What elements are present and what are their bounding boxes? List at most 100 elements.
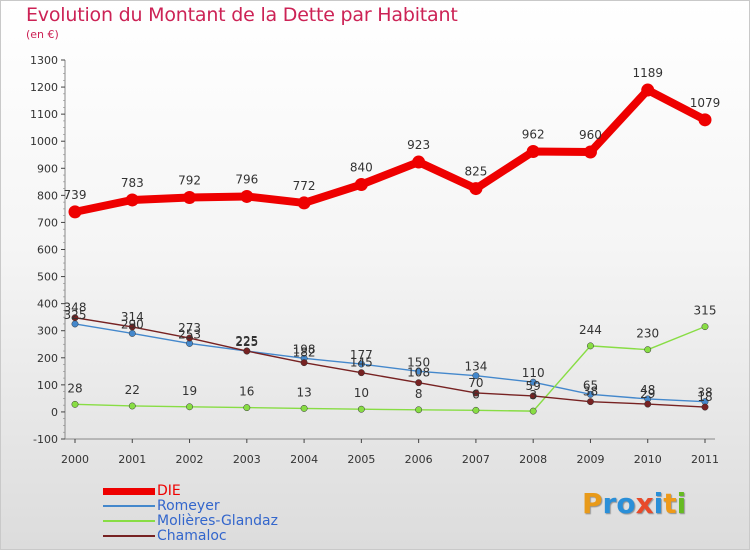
data-label: 134 bbox=[464, 360, 487, 374]
data-label: 16 bbox=[239, 385, 254, 399]
data-label: 348 bbox=[64, 301, 87, 315]
data-label: 108 bbox=[407, 366, 430, 380]
data-label: 38 bbox=[697, 386, 712, 400]
data-point bbox=[644, 400, 652, 408]
data-point bbox=[701, 323, 709, 331]
y-tick-label: 600 bbox=[37, 244, 58, 257]
x-tick-label: 2004 bbox=[290, 453, 318, 466]
data-label: 244 bbox=[579, 323, 602, 337]
data-point bbox=[587, 342, 594, 350]
logo-letter: x bbox=[635, 487, 654, 520]
data-point bbox=[412, 155, 426, 169]
data-point bbox=[357, 360, 365, 368]
series-line-romeyer bbox=[74, 323, 706, 403]
data-label: 1079 bbox=[690, 96, 721, 110]
logo-letter: r bbox=[602, 487, 617, 520]
data-point bbox=[354, 178, 368, 192]
x-tick-label: 2010 bbox=[634, 453, 662, 466]
logo-letter: i bbox=[676, 487, 687, 520]
y-tick-label: 0 bbox=[51, 406, 58, 419]
data-point bbox=[125, 193, 139, 207]
data-label: 325 bbox=[64, 308, 87, 322]
y-tick-label: 900 bbox=[37, 162, 58, 175]
data-label: 225 bbox=[235, 334, 258, 348]
data-label: 290 bbox=[121, 317, 144, 331]
y-tick-label: 1300 bbox=[30, 54, 58, 67]
proxiti-logo: Proxiti bbox=[582, 487, 686, 520]
data-label: 29 bbox=[640, 387, 655, 401]
data-label: 3 bbox=[529, 388, 537, 402]
legend-swatch-molieres-glandaz bbox=[103, 520, 155, 522]
data-label: 145 bbox=[350, 356, 373, 370]
data-point bbox=[186, 403, 193, 411]
data-point bbox=[128, 323, 136, 331]
x-tick-label: 2011 bbox=[691, 453, 719, 466]
data-point bbox=[526, 145, 540, 159]
data-label: 783 bbox=[121, 176, 144, 190]
legend-label-molieres-glandaz: Molières-Glandaz bbox=[157, 513, 278, 529]
data-point bbox=[357, 369, 365, 377]
data-point bbox=[183, 191, 197, 205]
data-point bbox=[641, 83, 655, 97]
data-label: 739 bbox=[64, 188, 87, 202]
y-tick-label: 200 bbox=[37, 352, 58, 365]
data-label: 22 bbox=[125, 383, 140, 397]
y-tick-label: 800 bbox=[37, 189, 58, 202]
chart-title: Evolution du Montant de la Dette par Hab… bbox=[26, 4, 458, 26]
y-tick-label: 1000 bbox=[30, 135, 58, 148]
data-point bbox=[297, 196, 311, 210]
data-label: 48 bbox=[640, 383, 655, 397]
series-line-chamaloc bbox=[74, 317, 706, 408]
data-label: 10 bbox=[354, 386, 369, 400]
data-label: 59 bbox=[526, 379, 541, 393]
y-tick-label: 300 bbox=[37, 325, 58, 338]
data-point bbox=[415, 367, 423, 375]
x-tick-label: 2006 bbox=[405, 453, 433, 466]
x-tick-label: 2005 bbox=[347, 453, 375, 466]
data-point bbox=[300, 359, 308, 367]
data-label: 70 bbox=[468, 376, 483, 390]
y-tick-label: 1100 bbox=[30, 108, 58, 121]
data-point bbox=[469, 182, 483, 196]
data-point bbox=[186, 334, 193, 342]
legend-label-die: DIE bbox=[157, 483, 181, 499]
data-point bbox=[587, 390, 594, 398]
data-point bbox=[128, 402, 136, 410]
data-point bbox=[300, 404, 308, 412]
data-label: 314 bbox=[121, 310, 144, 324]
y-tick-label: 400 bbox=[37, 298, 58, 311]
data-point bbox=[71, 314, 79, 322]
data-label: 1189 bbox=[632, 66, 663, 80]
data-label: 150 bbox=[407, 355, 430, 369]
y-tick-label: 500 bbox=[37, 271, 58, 284]
data-label: 792 bbox=[178, 174, 201, 188]
data-point bbox=[701, 403, 709, 411]
x-tick-label: 2007 bbox=[462, 453, 490, 466]
data-label: 960 bbox=[579, 128, 602, 142]
data-label: 6 bbox=[472, 387, 480, 401]
data-point bbox=[529, 407, 537, 415]
logo-letter: i bbox=[653, 487, 664, 520]
y-tick-label: 1200 bbox=[30, 81, 58, 94]
data-point bbox=[529, 378, 537, 386]
data-label: 65 bbox=[583, 378, 598, 392]
data-point bbox=[415, 379, 423, 387]
data-point bbox=[357, 405, 365, 413]
data-point bbox=[71, 400, 79, 408]
data-label: 19 bbox=[182, 384, 197, 398]
series-line-molières-glandaz bbox=[74, 326, 706, 412]
data-label: 38 bbox=[583, 385, 598, 399]
data-point bbox=[583, 145, 597, 159]
legend-label-chamaloc: Chamaloc bbox=[157, 528, 227, 544]
data-label: 18 bbox=[697, 390, 712, 404]
data-label: 315 bbox=[694, 304, 717, 318]
x-tick-label: 2008 bbox=[519, 453, 547, 466]
data-label: 772 bbox=[293, 179, 316, 193]
x-tick-label: 2000 bbox=[61, 453, 89, 466]
data-point bbox=[644, 346, 652, 354]
data-label: 840 bbox=[350, 161, 373, 175]
data-label: 796 bbox=[235, 172, 258, 186]
data-point bbox=[415, 406, 423, 414]
legend-swatch-romeyer bbox=[103, 505, 155, 507]
